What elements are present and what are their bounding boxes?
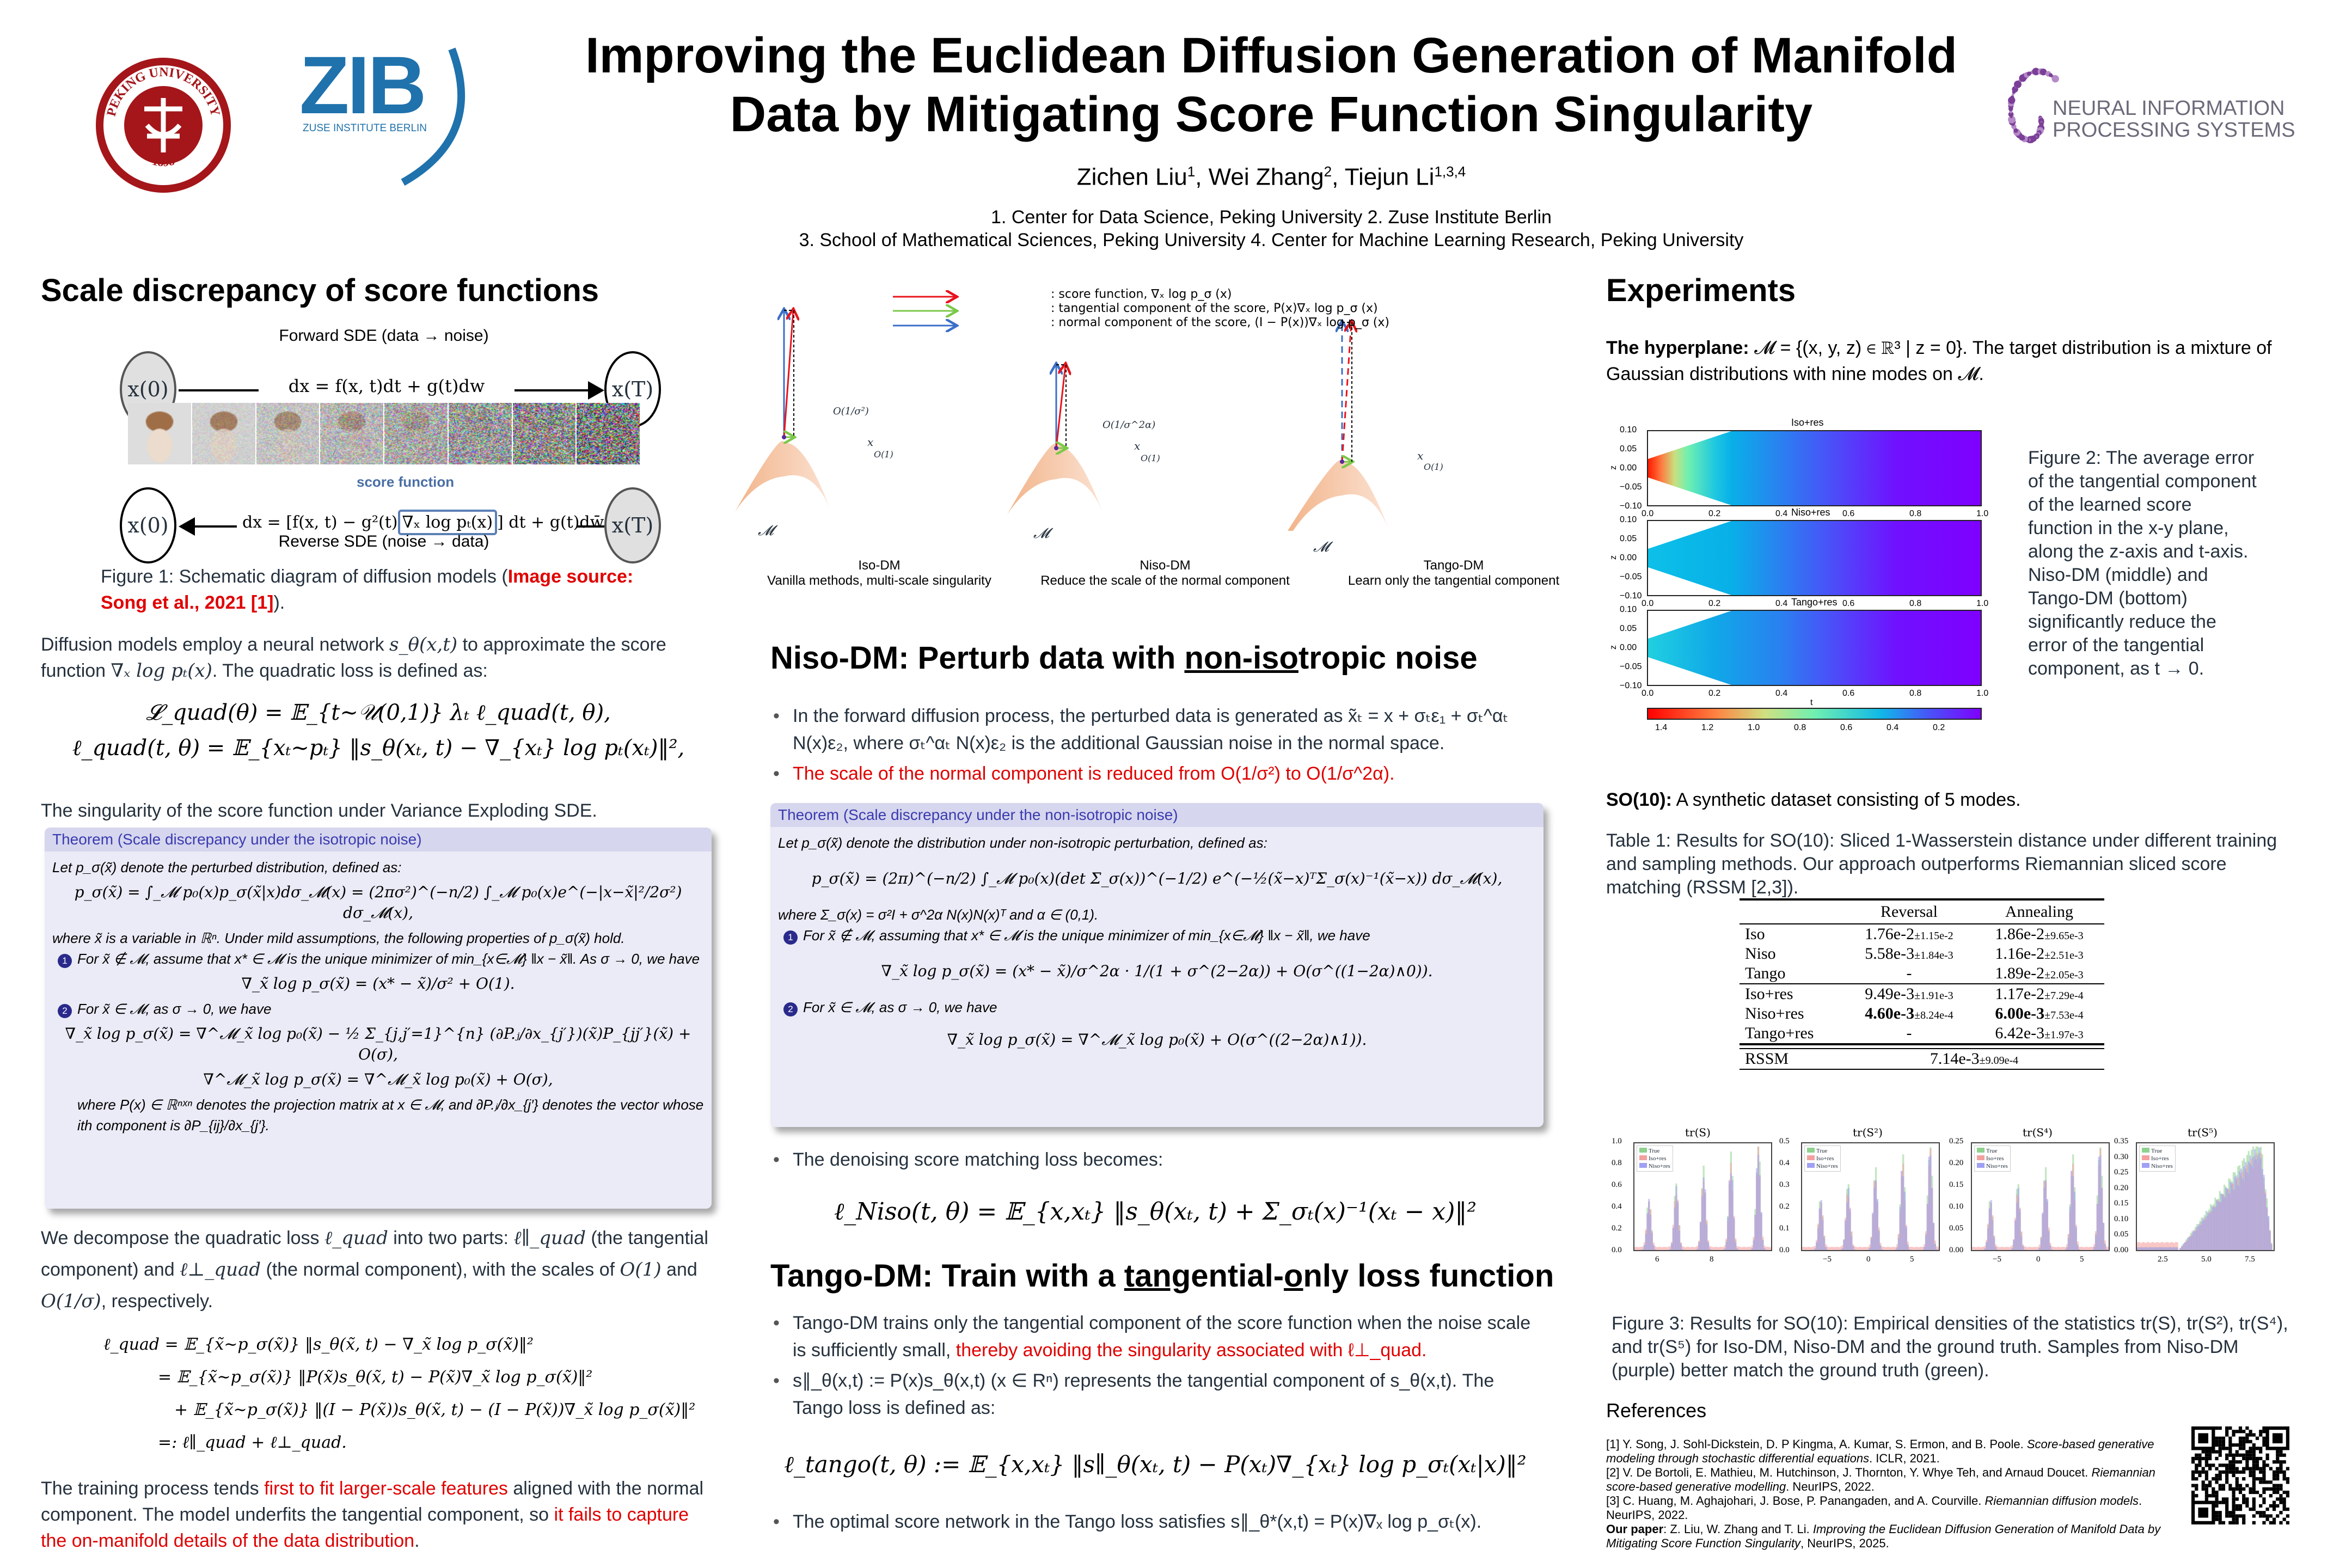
affiliations: 1. Center for Data Science, Peking Unive… bbox=[490, 206, 2053, 252]
colorbar bbox=[1647, 708, 1982, 720]
reference-item: Our paper: Z. Liu, W. Zhang and T. Li. I… bbox=[1606, 1522, 2167, 1551]
tango-bullets: Tango-DM trains only the tangential comp… bbox=[769, 1309, 1542, 1425]
heatmap-niso-res bbox=[1647, 520, 1982, 596]
diffusion-step-image bbox=[449, 403, 512, 464]
figure-1-caption: Figure 1: Schematic diagram of diffusion… bbox=[101, 564, 678, 616]
paragraph-decompose: We decompose the quadratic loss ℓ_quad i… bbox=[41, 1222, 710, 1317]
table-row: Tango -1.89e-2±2.05e-3 bbox=[1739, 964, 2104, 984]
diffusion-step-image bbox=[577, 403, 640, 464]
node-xT-reverse: x(T) bbox=[604, 487, 661, 564]
diffusion-step-image bbox=[513, 403, 576, 464]
histogram-bar bbox=[1709, 1249, 1711, 1250]
histogram-bar bbox=[1934, 1244, 1936, 1250]
section-heading-tango: Tango-DM: Train with a tangential-only l… bbox=[770, 1258, 1554, 1294]
histogram-legend: True Iso+res Niso+res bbox=[2139, 1146, 2176, 1172]
figure-1-diagram: Forward SDE (data → noise) x(0) dx = f(x… bbox=[41, 321, 716, 555]
niso-bullets: In the forward diffusion process, the pe… bbox=[769, 702, 1542, 791]
table-row: Tango+res -6.42e-3±1.97e-3 bbox=[1739, 1024, 2104, 1044]
histogram-bar bbox=[1995, 1247, 1996, 1250]
table-row: Iso 1.76e-2±1.15e-2 1.86e-2±9.65e-3 bbox=[1739, 924, 2104, 944]
histogram-bar bbox=[1681, 1249, 1683, 1250]
pku-logo: PEKING UNIVERSITY 1898 bbox=[93, 54, 234, 196]
diffusion-step-image bbox=[192, 403, 255, 464]
histogram-bar bbox=[1935, 1249, 1937, 1250]
heatmap-title: Tango+res bbox=[1791, 597, 1837, 608]
heatmap-tango-res bbox=[1647, 610, 1982, 686]
histogram-bar bbox=[2105, 1249, 2107, 1250]
theorem-isotropic: Theorem (Scale discrepancy under the iso… bbox=[45, 828, 712, 1209]
references-list: [1] Y. Song, J. Sohl-Dickstein, D. P Kin… bbox=[1606, 1437, 2167, 1551]
diffusion-step-image bbox=[256, 403, 320, 464]
reference-item: [3] C. Huang, M. Aghajohari, J. Bose, P.… bbox=[1606, 1494, 2167, 1522]
table-row-rssm: RSSM 7.14e-3±9.09e-4 bbox=[1739, 1049, 2104, 1069]
heatmap-iso-res bbox=[1647, 430, 1982, 506]
paragraph-singularity: The singularity of the score function un… bbox=[41, 798, 597, 824]
heatmap-title: Iso+res bbox=[1791, 417, 1824, 428]
heatmap-title: Niso+res bbox=[1791, 507, 1830, 518]
equation-niso-loss: ℓ_Niso(t, θ) = 𝔼_{x,xₜ} ‖s_θ(xₜ, t) + Σ_… bbox=[769, 1198, 1542, 1226]
histogram-panel: True Iso+res Niso+res bbox=[2136, 1142, 2275, 1251]
table-row: Niso+res 4.60e-3±8.24e-4 6.00e-3±7.53e-4 bbox=[1739, 1004, 2104, 1024]
equation-quad-loss: 𝓛_quad(θ) = 𝔼_{t∼𝒰(0,1)} λₜ ℓ_quad(t, θ)… bbox=[41, 700, 716, 725]
histogram-legend: True Iso+res Niso+res bbox=[1637, 1146, 1673, 1172]
histogram-bar bbox=[2270, 1244, 2272, 1250]
section-heading-niso: Niso-DM: Perturb data with non-isotropic… bbox=[770, 640, 1478, 676]
equation-quad-loss-t: ℓ_quad(t, θ) = 𝔼_{xₜ∼pₜ} ‖s_θ(xₜ, t) − ∇… bbox=[41, 735, 716, 761]
table-1-caption: Table 1: Results for SO(10): Sliced 1-Wa… bbox=[1606, 829, 2287, 899]
zib-logo: ZIB ZUSE INSTITUTE BERLIN bbox=[299, 44, 506, 191]
reference-item: [1] Y. Song, J. Sohl-Dickstein, D. P Kin… bbox=[1606, 1437, 2167, 1466]
histogram-bar bbox=[2022, 1246, 2024, 1250]
histogram-legend: True Iso+res Niso+res bbox=[1804, 1146, 1841, 1172]
histogram-bar bbox=[1852, 1246, 1854, 1250]
diffusion-step-image bbox=[384, 403, 448, 464]
histogram-panel: True Iso+res Niso+res bbox=[1633, 1142, 1772, 1251]
score-arrows-diagram bbox=[735, 283, 1552, 599]
qr-code bbox=[2191, 1426, 2289, 1524]
equation-decomposition: ℓ_quad = 𝔼_{x̃∼p_σ(x̃)} ‖s_θ(x̃, t) − ∇_… bbox=[103, 1328, 713, 1459]
diffusion-image-strip bbox=[128, 403, 640, 464]
histogram-bar bbox=[1769, 1247, 1771, 1250]
histogram-panel: True Iso+res Niso+res bbox=[1801, 1142, 1940, 1251]
histogram-bar bbox=[2177, 1248, 2178, 1250]
references-heading: References bbox=[1606, 1399, 1706, 1422]
manifold-shape bbox=[1007, 444, 1105, 520]
diffusion-step-image bbox=[128, 403, 191, 464]
histogram-bar bbox=[1825, 1247, 1827, 1250]
reverse-sde-label: Reverse SDE (noise → data) bbox=[253, 532, 514, 551]
figure-2-caption: Figure 2: The average error of the tange… bbox=[2028, 446, 2257, 681]
so10-text: SO(10): A synthetic dataset consisting o… bbox=[1606, 787, 2021, 813]
figure-3-caption: Figure 3: Results for SO(10): Empirical … bbox=[1612, 1312, 2292, 1382]
histogram-bar bbox=[2104, 1244, 2106, 1250]
theorem-non-isotropic: Theorem (Scale discrepancy under the non… bbox=[770, 803, 1543, 1127]
manifold-shape bbox=[1288, 460, 1391, 536]
paragraph-diffusion: Diffusion models employ a neural network… bbox=[41, 632, 710, 684]
poster-title: Improving the Euclidean Diffusion Genera… bbox=[490, 26, 2053, 144]
table-row: Iso+res 9.49e-3±1.91e-3 1.17e-2±7.29e-4 bbox=[1739, 984, 2104, 1004]
histogram-legend: True Iso+res Niso+res bbox=[1974, 1146, 2011, 1172]
table-row: Niso 5.58e-3±1.84e-3 1.16e-2±2.51e-3 bbox=[1739, 944, 2104, 964]
table-header-row: Reversal Annealing bbox=[1739, 901, 2104, 924]
histogram-bar bbox=[1736, 1248, 1738, 1250]
dsm-bullet: The denoising score matching loss become… bbox=[769, 1146, 1542, 1177]
authors: Zichen Liu1, Wei Zhang2, Tiejun Li1,3,4 bbox=[490, 163, 2053, 191]
manifold-shape bbox=[735, 441, 833, 517]
node-x0-reverse: x(0) bbox=[120, 487, 176, 564]
paragraph-training: The training process tends first to fit … bbox=[41, 1475, 716, 1554]
histogram-bar bbox=[1763, 1248, 1765, 1250]
reference-item: [2] V. De Bortoli, E. Mathieu, M. Hutchi… bbox=[1606, 1466, 2167, 1494]
equation-tango-loss: ℓ_tango(t, θ) := 𝔼_{x,xₜ} ‖s∥_θ(xₜ, t) −… bbox=[769, 1451, 1542, 1478]
results-table: Reversal Annealing Iso 1.76e-2±1.15e-2 1.86e… bbox=[1739, 898, 2104, 1070]
diffusion-step-image bbox=[320, 403, 383, 464]
hyperplane-text: The hyperplane: 𝓜 = {(x, y, z) ∈ ℝ³ | z … bbox=[1606, 335, 2281, 387]
tango-optimal-bullet: The optimal score network in the Tango l… bbox=[769, 1508, 1542, 1539]
section-heading-experiments: Experiments bbox=[1606, 272, 1796, 309]
histogram-panel: True Iso+res Niso+res bbox=[1971, 1142, 2110, 1251]
score-decomposition-figure: : score function, ∇ₓ log p_σ (x): tangen… bbox=[735, 283, 1552, 599]
section-heading-scale: Scale discrepancy of score functions bbox=[41, 272, 599, 309]
